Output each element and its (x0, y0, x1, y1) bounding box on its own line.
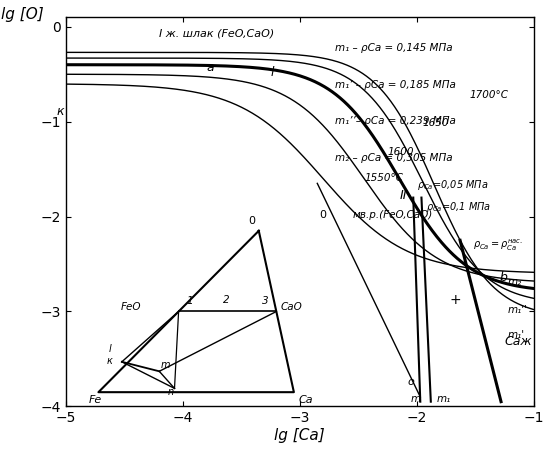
Text: 1650: 1650 (423, 118, 449, 128)
Text: $\rho_{Ca}=\rho_{Ca}^{нас.}$: $\rho_{Ca}=\rho_{Ca}^{нас.}$ (473, 238, 523, 253)
Text: 1550°C: 1550°C (364, 172, 403, 183)
Text: m₁ – ρCa = 0,145 МПа: m₁ – ρCa = 0,145 МПа (335, 43, 452, 53)
Text: m: m (411, 394, 421, 404)
Text: к: к (56, 105, 64, 118)
Text: 2: 2 (223, 295, 229, 305)
Text: 1600: 1600 (387, 147, 414, 157)
Text: 1700°C: 1700°C (469, 90, 509, 100)
Text: Ca: Ca (299, 395, 313, 405)
Text: b: b (500, 271, 507, 284)
Text: n: n (168, 387, 174, 397)
X-axis label: lg [Ca]: lg [Ca] (274, 428, 325, 443)
Text: CaO: CaO (281, 302, 302, 311)
Text: II: II (399, 189, 407, 202)
Text: a: a (206, 61, 214, 74)
Text: Fe: Fe (89, 395, 102, 405)
Text: 0: 0 (249, 216, 255, 226)
Text: l: l (109, 344, 112, 354)
Text: 0: 0 (320, 211, 327, 220)
Text: o: o (407, 377, 414, 387)
Text: m₁’’– ρCa = 0,239 МПа: m₁’’– ρCa = 0,239 МПа (335, 117, 456, 126)
Text: m₂ – ρCa = 0,305 МПа: m₂ – ρCa = 0,305 МПа (335, 153, 452, 163)
Text: m₁: m₁ (436, 394, 451, 404)
Text: m: m (160, 360, 170, 369)
Text: m₂: m₂ (508, 277, 522, 287)
Text: $\rho_{Ca}$=0,05 МПа: $\rho_{Ca}$=0,05 МПа (417, 178, 488, 192)
Text: m₁'': m₁'' (508, 306, 528, 315)
Text: m₁’ – ρCa = 0,185 МПа: m₁’ – ρCa = 0,185 МПа (335, 80, 456, 90)
Text: Caж: Caж (505, 335, 532, 348)
Text: m₁': m₁' (508, 330, 525, 340)
Text: к: к (107, 356, 112, 366)
Text: 1: 1 (187, 296, 193, 306)
Text: lg [O]: lg [O] (1, 7, 44, 22)
Text: +: + (450, 293, 461, 307)
Text: FeO: FeO (121, 302, 141, 311)
Text: l: l (271, 66, 274, 79)
Text: 3: 3 (262, 296, 269, 306)
Text: мв.р.(FeO,CaO): мв.р.(FeO,CaO) (353, 211, 433, 220)
Text: $\rho_{Ca}$=0,1 МПа: $\rho_{Ca}$=0,1 МПа (426, 200, 491, 214)
Text: I ж. шлак (FeO,CaO): I ж. шлак (FeO,CaO) (159, 28, 274, 38)
